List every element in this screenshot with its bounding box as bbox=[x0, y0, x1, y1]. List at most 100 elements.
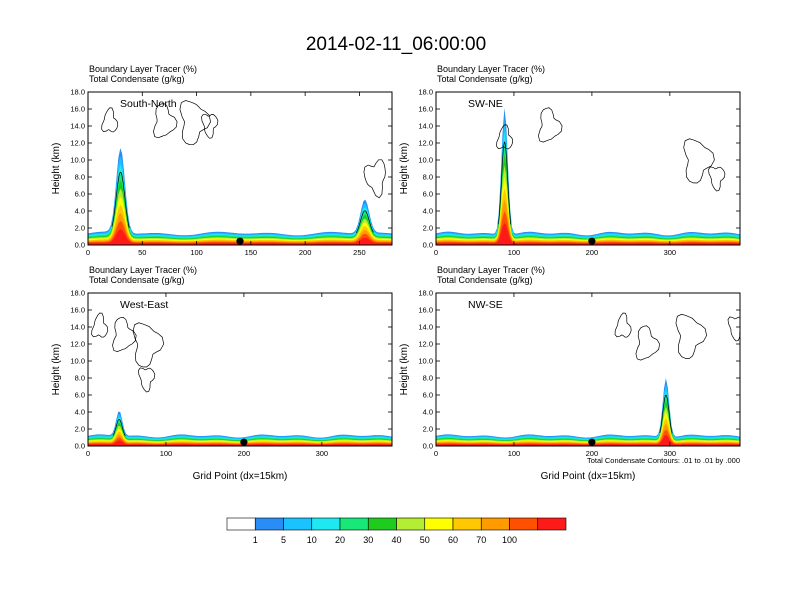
tracer-band-4 bbox=[88, 420, 392, 446]
tracer-band-9 bbox=[88, 434, 392, 446]
plume-contour bbox=[111, 171, 130, 228]
tracer-band-4 bbox=[436, 142, 740, 245]
panel-label: West-East bbox=[120, 299, 168, 311]
x-tick-label: 300 bbox=[664, 248, 677, 257]
panel-subtitle-condensate: Total Condensate (g/kg) bbox=[437, 275, 533, 285]
tracer-band-1 bbox=[436, 108, 740, 245]
panel-subtitle-condensate: Total Condensate (g/kg) bbox=[89, 74, 185, 84]
colorbar-label: 20 bbox=[335, 535, 345, 545]
y-tick-label: 2.0 bbox=[423, 224, 433, 233]
y-tick-label: 6.0 bbox=[423, 190, 433, 199]
colorbar-label: 70 bbox=[476, 535, 486, 545]
condensate-contour bbox=[675, 313, 707, 359]
panel-bottom-right: 0.0 2.0 4.0 6.0 8.0 10.0 12.0 14.0 16.0 18.0 0 100 2… bbox=[399, 265, 741, 482]
condensate-contour bbox=[101, 107, 119, 133]
condensate-contour bbox=[496, 124, 514, 150]
colorbar-swatch-7 bbox=[396, 517, 426, 531]
x-tick-label: 200 bbox=[238, 449, 251, 458]
colorbar-label: 10 bbox=[307, 535, 317, 545]
tracer-band-2 bbox=[436, 119, 740, 245]
condensate-contour bbox=[614, 312, 632, 338]
y-tick-label: 16.0 bbox=[70, 306, 85, 315]
colorbar-label: 60 bbox=[448, 535, 458, 545]
tracer-band-11 bbox=[88, 229, 392, 245]
x-tick-label: 100 bbox=[160, 449, 173, 458]
y-tick-label: 16.0 bbox=[418, 306, 433, 315]
y-tick-label: 12.0 bbox=[70, 139, 85, 148]
x-tick-label: 200 bbox=[299, 248, 312, 257]
y-tick-label: 14.0 bbox=[70, 323, 85, 332]
panel-label: SW-NE bbox=[468, 98, 503, 110]
condensate-contour bbox=[132, 322, 165, 368]
tracer-band-8 bbox=[88, 431, 392, 446]
y-tick-label: 6.0 bbox=[75, 190, 85, 199]
x-tick-label: 200 bbox=[586, 248, 599, 257]
tracer-band-7 bbox=[88, 428, 392, 446]
condensate-contour bbox=[138, 367, 156, 393]
plume-contour bbox=[659, 394, 673, 434]
colorbar-swatch-8 bbox=[424, 517, 454, 531]
plume-contour bbox=[355, 210, 374, 234]
y-tick-label: 18.0 bbox=[418, 88, 433, 97]
condensate-contour bbox=[727, 316, 740, 342]
y-axis-label: Height (km) bbox=[51, 344, 62, 396]
condensate-contour bbox=[112, 316, 137, 352]
colorbar-label: 1 bbox=[253, 535, 258, 545]
colorbar-swatch-12 bbox=[537, 517, 567, 531]
plot-frame bbox=[435, 91, 741, 246]
tracer-band-11 bbox=[436, 434, 740, 446]
panel-subtitle-condensate: Total Condensate (g/kg) bbox=[437, 74, 533, 84]
panel-label: NW-SE bbox=[468, 299, 503, 311]
y-tick-label: 8.0 bbox=[75, 173, 85, 182]
colorbar-swatch-1 bbox=[226, 517, 256, 531]
y-tick-label: 4.0 bbox=[75, 207, 85, 216]
panel-bottom-left: 0.0 2.0 4.0 6.0 8.0 10.0 12.0 14.0 16.0 18.0 0 100 2… bbox=[51, 265, 393, 482]
colorbar-label: 50 bbox=[420, 535, 430, 545]
y-tick-label: 10.0 bbox=[418, 156, 433, 165]
y-tick-label: 12.0 bbox=[418, 340, 433, 349]
tracer-band-3 bbox=[88, 417, 392, 446]
colorbar-swatch-4 bbox=[311, 517, 341, 531]
colorbar-label: 100 bbox=[502, 535, 517, 545]
y-tick-label: 18.0 bbox=[70, 289, 85, 298]
y-tick-label: 4.0 bbox=[75, 408, 85, 417]
y-tick-label: 4.0 bbox=[423, 207, 433, 216]
colorbar-label: 5 bbox=[281, 535, 286, 545]
y-tick-label: 8.0 bbox=[423, 374, 433, 383]
x-axis-label: Grid Point (dx=15km) bbox=[193, 471, 288, 482]
x-tick-label: 0 bbox=[434, 248, 438, 257]
x-tick-label: 100 bbox=[508, 248, 521, 257]
y-tick-label: 4.0 bbox=[423, 408, 433, 417]
plume-contour bbox=[498, 141, 512, 225]
plot-frame bbox=[87, 292, 393, 447]
colorbar-swatch-6 bbox=[367, 517, 397, 531]
x-tick-label: 0 bbox=[434, 449, 438, 458]
y-tick-label: 2.0 bbox=[75, 425, 85, 434]
tracer-band-5 bbox=[88, 422, 392, 446]
y-tick-label: 12.0 bbox=[418, 139, 433, 148]
y-tick-label: 2.0 bbox=[75, 224, 85, 233]
colorbar-swatch-5 bbox=[339, 517, 369, 531]
x-tick-label: 0 bbox=[86, 248, 90, 257]
panels: 0.0 2.0 4.0 6.0 8.0 10.0 12.0 14.0 16.0 18.0 0 50 10… bbox=[51, 64, 741, 482]
y-tick-label: 14.0 bbox=[418, 323, 433, 332]
colorbar: 1 5 10 20 30 40 50 60 70 100 bbox=[226, 517, 567, 545]
y-tick-label: 14.0 bbox=[418, 122, 433, 131]
tracer-band-3 bbox=[436, 130, 740, 245]
figure-title: 2014-02-11_06:00:00 bbox=[306, 34, 486, 55]
y-tick-label: 6.0 bbox=[423, 391, 433, 400]
colorbar-swatch-3 bbox=[283, 517, 313, 531]
colorbar-swatch-11 bbox=[509, 517, 539, 531]
tracer-band-10 bbox=[88, 437, 392, 446]
x-tick-label: 200 bbox=[586, 449, 599, 458]
plot-area bbox=[88, 312, 392, 446]
panel-subtitle-tracer: Boundary Layer Tracer (%) bbox=[89, 64, 197, 74]
panel-label: South-North bbox=[120, 98, 177, 110]
y-tick-label: 0.0 bbox=[423, 241, 433, 250]
tracer-band-1 bbox=[88, 411, 392, 446]
y-tick-label: 14.0 bbox=[70, 122, 85, 131]
x-tick-label: 100 bbox=[190, 248, 203, 257]
panel-subtitle-condensate: Total Condensate (g/kg) bbox=[89, 275, 185, 285]
colorbar-swatch-10 bbox=[480, 517, 510, 531]
